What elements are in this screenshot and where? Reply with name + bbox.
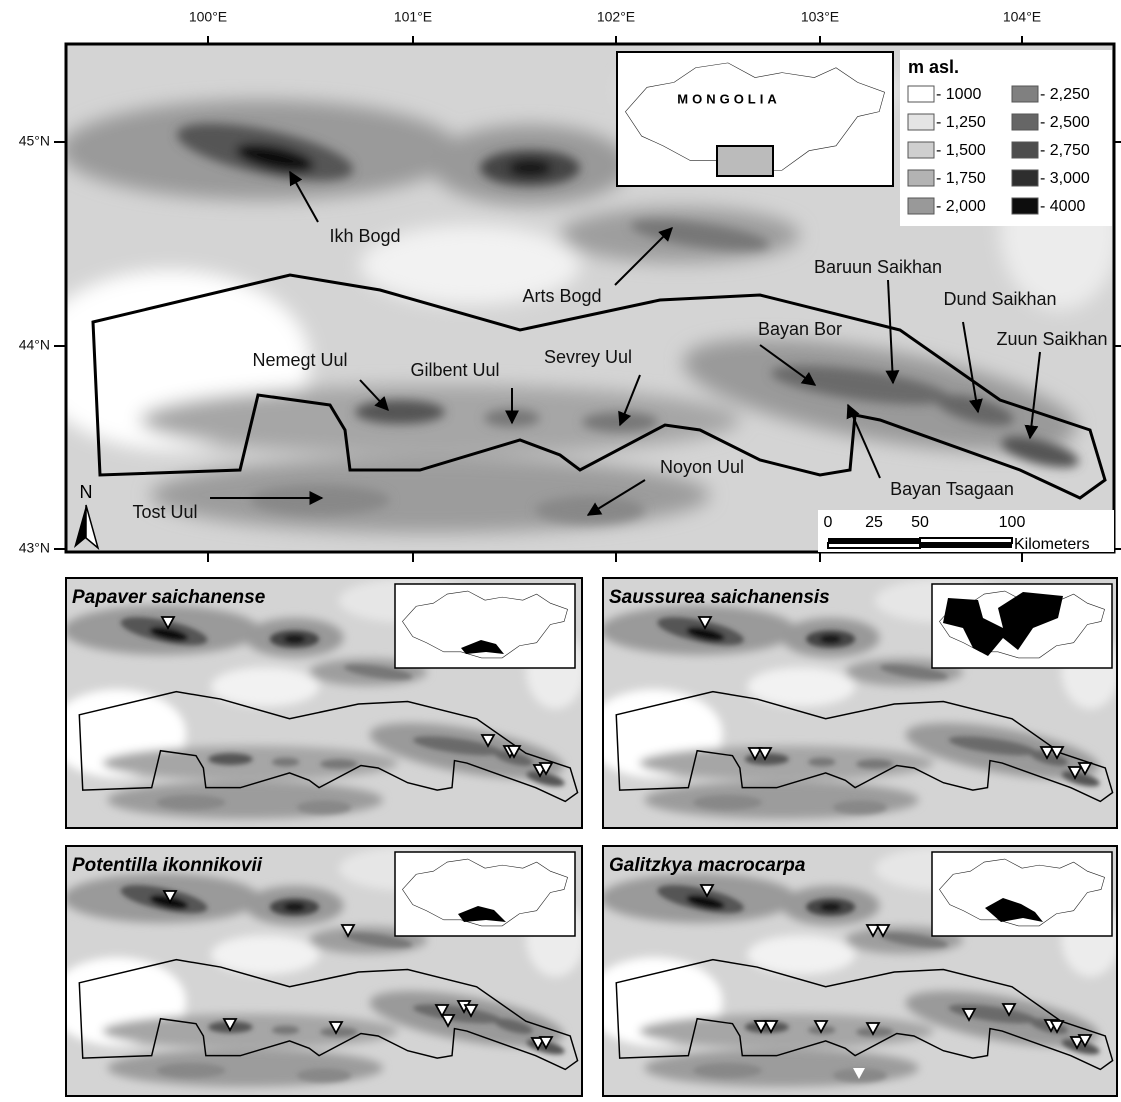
- legend-label: - 4000: [1040, 198, 1085, 215]
- lon-label: 103°E: [801, 9, 839, 25]
- legend-swatch: [908, 86, 934, 102]
- lat-label: 44°N: [19, 337, 50, 353]
- legend-title: m asl.: [908, 57, 959, 77]
- place-label: Bayan Tsagaan: [890, 479, 1014, 499]
- place-label: Zuun Saikhan: [996, 329, 1107, 349]
- legend-label: - 2,750: [1040, 142, 1090, 159]
- legend-label: - 1,250: [936, 114, 986, 131]
- place-label: Ikh Bogd: [329, 226, 400, 246]
- legend-label: - 1,750: [936, 170, 986, 187]
- inset-label: MONGOLIA: [677, 91, 781, 106]
- place-label: Dund Saikhan: [943, 289, 1056, 309]
- lon-label: 104°E: [1003, 9, 1041, 25]
- legend-swatch: [908, 142, 934, 158]
- panel-title: Galitzkya macrocarpa: [609, 855, 806, 876]
- legend-swatch: [1012, 142, 1038, 158]
- scale-label: 25: [865, 514, 883, 531]
- panel-title: Potentilla ikonnikovii: [72, 855, 263, 876]
- place-label: Bayan Bor: [758, 319, 842, 339]
- place-label: Arts Bogd: [522, 286, 601, 306]
- legend-swatch: [908, 198, 934, 214]
- lat-label: 45°N: [19, 133, 50, 149]
- legend-label: - 1000: [936, 86, 981, 103]
- legend-swatch: [908, 170, 934, 186]
- place-label: Nemegt Uul: [252, 350, 347, 370]
- lat-label: 43°N: [19, 540, 50, 556]
- place-label: Noyon Uul: [660, 457, 744, 477]
- legend-label: - 2,250: [1040, 86, 1090, 103]
- lon-label: 100°E: [189, 9, 227, 25]
- panel-title: Saussurea saichanensis: [609, 587, 830, 608]
- place-label: Baruun Saikhan: [814, 257, 942, 277]
- north-label: N: [80, 482, 93, 502]
- legend-swatch: [908, 114, 934, 130]
- legend-swatch: [1012, 198, 1038, 214]
- legend-label: - 1,500: [936, 142, 986, 159]
- place-label: Gilbent Uul: [410, 360, 499, 380]
- scale-unit: Kilometers: [1014, 536, 1090, 553]
- legend-label: - 3,000: [1040, 170, 1090, 187]
- panel-title: Papaver saichanense: [72, 587, 266, 608]
- legend-label: - 2,000: [936, 198, 986, 215]
- legend-swatch: [1012, 114, 1038, 130]
- place-label: Tost Uul: [132, 502, 197, 522]
- lon-label: 101°E: [394, 9, 432, 25]
- legend-swatch: [1012, 86, 1038, 102]
- place-label: Sevrey Uul: [544, 347, 632, 367]
- scale-label: 50: [911, 514, 929, 531]
- figure: 100°E 101°E 102°E 103°E 104°E 45°N 44°N …: [0, 0, 1121, 1097]
- legend-label: - 2,500: [1040, 114, 1090, 131]
- legend-swatch: [1012, 170, 1038, 186]
- scale-label: 0: [824, 514, 833, 531]
- lon-label: 102°E: [597, 9, 635, 25]
- scale-label: 100: [999, 514, 1026, 531]
